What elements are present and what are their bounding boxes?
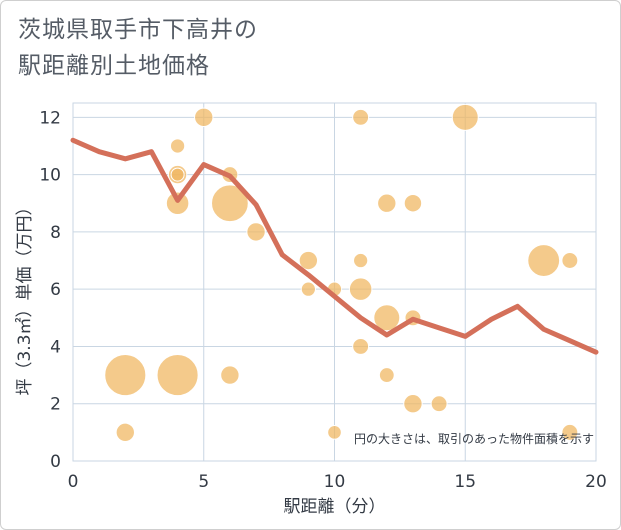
trend-line: [70, 137, 599, 355]
x-tick-label: 5: [198, 472, 209, 492]
bubble-point: [403, 194, 423, 213]
bubble-point: [156, 354, 199, 397]
bubble-point: [298, 250, 319, 271]
bubble-point: [527, 244, 561, 277]
y-tick-label: 10: [39, 166, 61, 186]
bubble-point: [378, 367, 395, 383]
bubble-point: [246, 222, 266, 242]
y-tick-label: 8: [50, 223, 61, 243]
x-tick-label: 20: [585, 472, 607, 492]
bubble-point: [165, 191, 190, 215]
chart-title-line2: 駅距離別土地価格: [18, 53, 210, 79]
bubble-point: [170, 167, 185, 182]
bubble-point: [561, 423, 579, 441]
bubble-point: [430, 395, 448, 413]
bubble-point: [300, 281, 316, 297]
y-tick-label: 2: [50, 395, 61, 415]
bubble-point: [104, 354, 147, 397]
bubble-point: [115, 422, 135, 443]
bubble-point: [194, 107, 214, 128]
y-tick-label: 0: [50, 452, 61, 472]
bubble-point: [451, 103, 479, 131]
bubble-point: [377, 193, 397, 213]
bubble-point: [211, 184, 249, 223]
trend-line-group: [70, 137, 599, 355]
bubble-point: [327, 425, 342, 440]
bubble-point: [353, 252, 369, 269]
chart-title-line1: 茨城県取手市下高井の: [18, 17, 258, 43]
y-axis-label: 坪（3.3㎡）単価（万円）: [15, 198, 35, 395]
x-tick-label: 0: [68, 472, 79, 492]
bubble-size-note: 円の大きさは、取引のあった物件面積を示す: [354, 431, 594, 446]
y-tick-label: 12: [39, 108, 61, 128]
y-tick-label: 4: [50, 337, 61, 357]
bubble-series: [104, 103, 579, 443]
bubble-point: [348, 277, 373, 301]
bubble-point: [561, 252, 579, 269]
bubble-point: [220, 365, 240, 385]
y-tick-label: 6: [50, 280, 61, 300]
bubble-point: [403, 394, 423, 414]
chart-title: 茨城県取手市下高井の 駅距離別土地価格: [18, 12, 258, 84]
bubble-point: [373, 304, 401, 332]
x-axis-label: 駅距離（分）: [284, 497, 386, 517]
axis-ticks: 0 5 10 15 20 0 2 4 6 8 10 12: [39, 108, 606, 492]
bubble-point: [352, 108, 370, 126]
x-tick-label: 10: [324, 472, 346, 492]
bubble-point: [169, 138, 186, 154]
x-tick-label: 15: [454, 472, 476, 492]
bubble-point: [352, 337, 370, 355]
